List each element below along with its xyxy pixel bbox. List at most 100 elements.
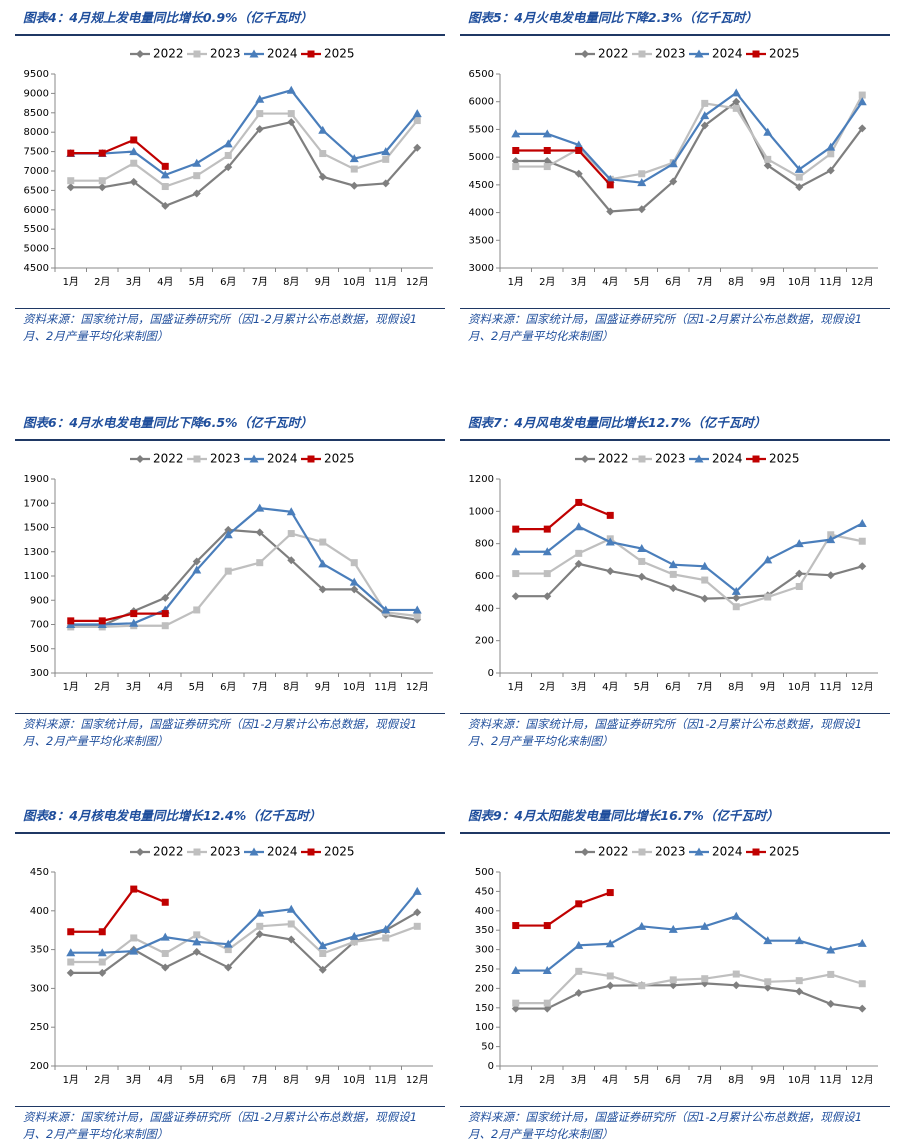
legend-marker <box>193 50 201 58</box>
x-tick-label: 12月 <box>406 276 429 288</box>
marker <box>542 129 552 138</box>
y-tick-label: 4500 <box>24 263 49 274</box>
source-note: 资料来源：国家统计局，国盛证券研究所（因1-2月累计公布总数据，现假设1月、2月… <box>15 713 445 750</box>
x-tick-label: 6月 <box>220 276 236 288</box>
marker <box>543 592 552 601</box>
chart-panel: 图表5：4月火电发电量同比下降2.3%（亿千瓦时） 3000 3500 4000 450… <box>460 0 890 350</box>
y-tick-label: 0 <box>488 1061 494 1072</box>
marker <box>192 189 201 198</box>
y-tick-label: 7000 <box>24 166 49 177</box>
y-tick-label: 1700 <box>24 498 49 509</box>
x-tick-label: 8月 <box>283 1074 299 1086</box>
x-tick-label: 12月 <box>406 1074 429 1086</box>
legend-label: 2025 <box>769 47 800 61</box>
y-tick-label: 1200 <box>469 474 494 485</box>
marker <box>668 560 678 569</box>
x-tick-label: 2月 <box>539 681 555 693</box>
chart: 300 500 700 900 1100 1300 1500 1700 1900 1月 2月 3月 4月… <box>24 452 433 693</box>
marker <box>512 570 520 578</box>
marker <box>98 149 106 157</box>
series-line <box>515 94 864 181</box>
marker <box>67 928 75 936</box>
x-tick-label: 11月 <box>374 681 397 693</box>
chart-title: 图表4：4月规上发电量同比增长0.9%（亿千瓦时） <box>15 0 445 36</box>
marker <box>732 970 740 978</box>
x-tick-label: 5月 <box>634 1074 650 1086</box>
x-tick-label: 8月 <box>283 276 299 288</box>
series-line <box>515 970 863 1005</box>
marker <box>543 570 551 578</box>
marker <box>511 592 520 601</box>
legend-label: 2022 <box>153 47 184 61</box>
marker <box>130 934 138 942</box>
y-tick-label: 200 <box>30 1061 49 1072</box>
legend-label: 2025 <box>324 845 355 859</box>
marker <box>318 941 328 950</box>
marker <box>161 201 170 210</box>
series-line <box>70 528 418 627</box>
y-tick-label: 400 <box>30 906 49 917</box>
x-tick-label: 2月 <box>94 276 110 288</box>
chart-panel: 图表8：4月核电发电量同比增长12.4%（亿千瓦时） 200 250 300 350 40… <box>15 798 445 1148</box>
marker <box>575 498 583 506</box>
marker <box>160 170 170 179</box>
marker <box>826 166 835 175</box>
marker <box>606 207 615 216</box>
x-tick-label: 11月 <box>819 681 842 693</box>
y-tick-label: 350 <box>475 925 494 936</box>
x-tick-label: 6月 <box>665 681 681 693</box>
x-tick-label: 3月 <box>571 276 587 288</box>
marker <box>256 559 264 567</box>
marker <box>542 547 552 556</box>
legend-label: 2024 <box>712 47 743 61</box>
legend-marker <box>136 50 144 58</box>
marker <box>795 183 804 192</box>
x-tick-label: 11月 <box>374 1074 397 1086</box>
marker <box>763 983 772 992</box>
y-tick-label: 1000 <box>469 506 494 517</box>
marker <box>857 518 867 527</box>
marker <box>669 570 677 578</box>
marker <box>574 522 584 531</box>
legend-marker <box>307 455 315 463</box>
marker <box>574 169 583 178</box>
marker <box>223 939 233 948</box>
marker <box>795 569 804 578</box>
marker <box>318 585 327 594</box>
marker <box>732 593 741 602</box>
series-line <box>515 149 612 186</box>
y-tick-label: 5500 <box>24 224 49 235</box>
x-tick-label: 5月 <box>189 681 205 693</box>
marker <box>543 146 551 154</box>
x-tick-label: 6月 <box>220 681 236 693</box>
y-tick-label: 900 <box>30 595 49 606</box>
x-tick-label: 8月 <box>283 681 299 693</box>
x-tick-label: 4月 <box>157 276 173 288</box>
marker <box>287 920 295 928</box>
marker <box>668 924 678 933</box>
series-line <box>70 612 166 622</box>
marker <box>161 963 170 972</box>
marker <box>318 125 328 134</box>
marker <box>512 146 520 154</box>
marker <box>638 982 646 990</box>
x-tick-label: 1月 <box>63 276 79 288</box>
source-note: 资料来源：国家统计局，国盛证券研究所（因1-2月累计公布总数据，现假设1月、2月… <box>460 308 890 345</box>
marker <box>511 547 521 556</box>
marker <box>574 140 584 149</box>
x-tick-label: 2月 <box>539 1074 555 1086</box>
legend-label: 2022 <box>153 452 184 466</box>
y-tick-label: 3500 <box>469 235 494 246</box>
chart-panel: 图表7：4月风电发电量同比增长12.7%（亿千瓦时） 0 200 400 600 800 1… <box>460 405 890 755</box>
legend-label: 2023 <box>655 845 686 859</box>
marker <box>161 622 169 630</box>
marker <box>575 967 583 975</box>
marker <box>192 557 201 566</box>
marker <box>66 968 75 977</box>
marker <box>858 980 866 988</box>
marker <box>349 931 359 940</box>
legend-label: 2025 <box>324 47 355 61</box>
legend-label: 2024 <box>267 47 298 61</box>
x-tick-label: 5月 <box>634 681 650 693</box>
